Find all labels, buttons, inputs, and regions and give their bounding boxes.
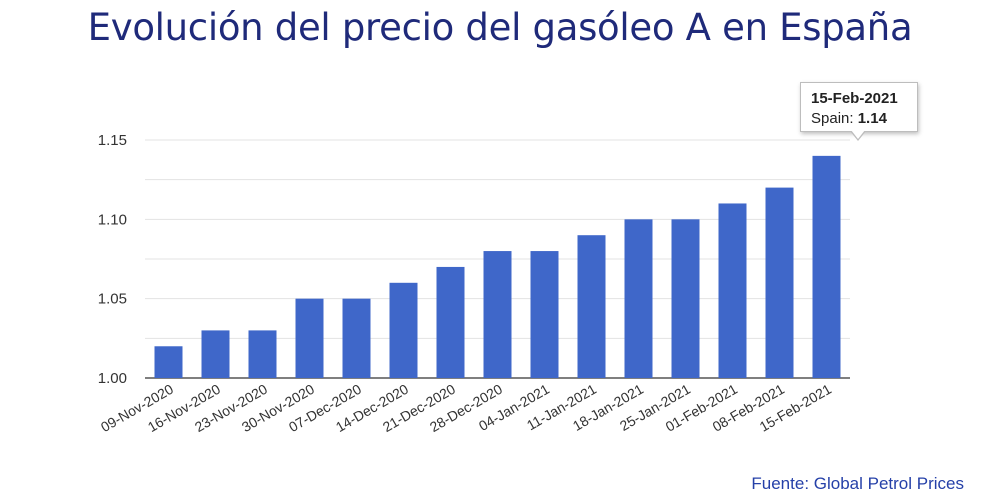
y-tick-label: 1.00 — [98, 370, 127, 387]
y-axis-ticks: 1.00 1.05 1.10 1.15 — [98, 132, 127, 387]
tooltip-date: 15-Feb-2021 — [811, 90, 898, 107]
chart-title: Evolución del precio del gasóleo A en Es… — [87, 6, 913, 49]
tooltip-value: 1.14 — [857, 110, 887, 127]
tooltip-pointer — [850, 130, 866, 141]
bar[interactable] — [295, 298, 324, 378]
bar[interactable] — [342, 298, 371, 378]
bar[interactable] — [389, 282, 418, 378]
bar-tooltip: 15-Feb-2021 Spain: 1.14 — [800, 82, 918, 132]
bars — [154, 155, 841, 378]
bar[interactable] — [483, 251, 512, 378]
y-tick-label: 1.15 — [98, 132, 127, 149]
bar[interactable] — [530, 251, 559, 378]
bar[interactable] — [201, 330, 230, 378]
x-axis-ticks: 09-Nov-202016-Nov-202023-Nov-202030-Nov-… — [98, 381, 834, 435]
bar[interactable] — [718, 203, 747, 378]
bar[interactable] — [436, 266, 465, 378]
y-tick-label: 1.05 — [98, 291, 127, 308]
bar[interactable] — [765, 187, 794, 378]
bar[interactable] — [154, 346, 183, 378]
bar[interactable] — [671, 219, 700, 378]
bar[interactable] — [577, 235, 606, 378]
source-note: Fuente: Global Petrol Prices — [751, 474, 964, 493]
bar[interactable] — [248, 330, 277, 378]
bar[interactable] — [624, 219, 653, 378]
tooltip-series-label: Spain: — [811, 110, 854, 127]
y-tick-label: 1.10 — [98, 211, 127, 228]
bar[interactable] — [812, 155, 841, 378]
